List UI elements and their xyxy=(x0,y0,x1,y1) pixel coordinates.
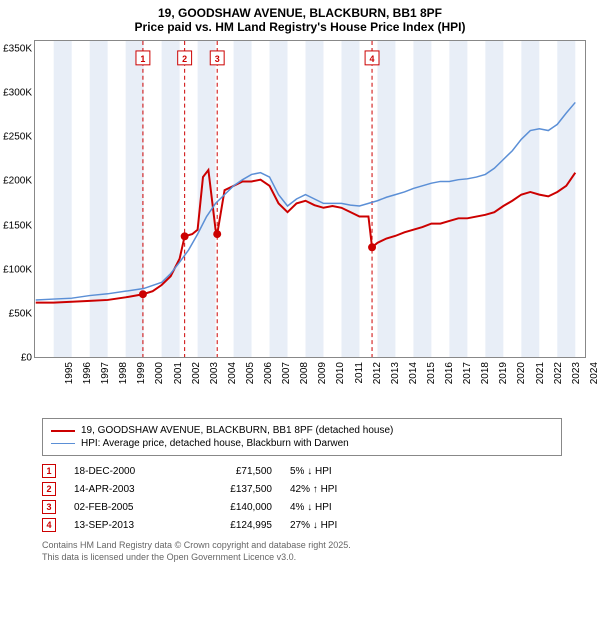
x-tick-label: 2024 xyxy=(589,362,600,394)
y-tick-label: £0 xyxy=(0,353,32,364)
legend: 19, GOODSHAW AVENUE, BLACKBURN, BB1 8PF … xyxy=(42,418,562,456)
y-tick-label: £250K xyxy=(0,132,32,143)
x-tick-label: 1998 xyxy=(118,362,129,394)
title-line-2: Price paid vs. HM Land Registry's House … xyxy=(0,20,600,34)
transaction-marker: 4 xyxy=(42,518,56,532)
transaction-price: £137,500 xyxy=(192,484,272,495)
svg-text:1: 1 xyxy=(140,54,145,64)
transaction-price: £71,500 xyxy=(192,466,272,477)
svg-text:4: 4 xyxy=(370,54,375,64)
legend-swatch xyxy=(51,443,75,444)
x-tick-label: 2015 xyxy=(426,362,437,394)
y-tick-label: £100K xyxy=(0,264,32,275)
transaction-row: 1 18-DEC-2000 £71,500 5% ↓ HPI xyxy=(42,464,600,478)
x-tick-label: 2017 xyxy=(462,362,473,394)
x-tick-label: 2009 xyxy=(317,362,328,394)
x-tick-label: 2012 xyxy=(372,362,383,394)
transaction-date: 14-APR-2003 xyxy=(74,484,174,495)
y-tick-label: £350K xyxy=(0,43,32,54)
x-tick-label: 2016 xyxy=(444,362,455,394)
x-tick-label: 2020 xyxy=(516,362,527,394)
legend-row: HPI: Average price, detached house, Blac… xyxy=(51,438,553,449)
transactions-table: 1 18-DEC-2000 £71,500 5% ↓ HPI 2 14-APR-… xyxy=(42,464,600,532)
transaction-row: 3 02-FEB-2005 £140,000 4% ↓ HPI xyxy=(42,500,600,514)
x-tick-label: 2004 xyxy=(227,362,238,394)
x-tick-label: 2001 xyxy=(173,362,184,394)
transaction-marker: 1 xyxy=(42,464,56,478)
transaction-date: 18-DEC-2000 xyxy=(74,466,174,477)
x-tick-label: 2013 xyxy=(390,362,401,394)
x-tick-label: 1999 xyxy=(136,362,147,394)
footer-line-1: Contains HM Land Registry data © Crown c… xyxy=(42,540,600,552)
x-tick-label: 2014 xyxy=(408,362,419,394)
legend-swatch xyxy=(51,430,75,432)
x-tick-label: 2019 xyxy=(498,362,509,394)
chart-plot: 1 2 3 4 xyxy=(34,40,586,358)
x-tick-label: 2023 xyxy=(571,362,582,394)
x-tick-label: 2021 xyxy=(535,362,546,394)
transaction-price: £124,995 xyxy=(192,520,272,531)
y-tick-label: £200K xyxy=(0,176,32,187)
transaction-delta: 27% ↓ HPI xyxy=(290,520,370,531)
transaction-date: 02-FEB-2005 xyxy=(74,502,174,513)
footer-line-2: This data is licensed under the Open Gov… xyxy=(42,552,600,564)
y-tick-label: £50K xyxy=(0,308,32,319)
svg-text:2: 2 xyxy=(182,54,187,64)
footer-attribution: Contains HM Land Registry data © Crown c… xyxy=(42,540,600,563)
x-tick-label: 2022 xyxy=(553,362,564,394)
y-tick-label: £300K xyxy=(0,88,32,99)
transaction-row: 2 14-APR-2003 £137,500 42% ↑ HPI xyxy=(42,482,600,496)
x-tick-label: 2002 xyxy=(191,362,202,394)
x-tick-label: 2005 xyxy=(245,362,256,394)
legend-label: HPI: Average price, detached house, Blac… xyxy=(81,438,349,449)
x-tick-label: 2006 xyxy=(263,362,274,394)
x-tick-label: 2010 xyxy=(335,362,346,394)
transaction-row: 4 13-SEP-2013 £124,995 27% ↓ HPI xyxy=(42,518,600,532)
transaction-date: 13-SEP-2013 xyxy=(74,520,174,531)
y-tick-label: £150K xyxy=(0,220,32,231)
x-tick-label: 2011 xyxy=(354,362,365,394)
x-tick-label: 2018 xyxy=(480,362,491,394)
x-tick-label: 2003 xyxy=(209,362,220,394)
svg-text:3: 3 xyxy=(215,54,220,64)
chart-area: £0£50K£100K£150K£200K£250K£300K£350K 123… xyxy=(34,40,594,400)
title-line-1: 19, GOODSHAW AVENUE, BLACKBURN, BB1 8PF xyxy=(0,6,600,20)
transaction-price: £140,000 xyxy=(192,502,272,513)
legend-row: 19, GOODSHAW AVENUE, BLACKBURN, BB1 8PF … xyxy=(51,425,553,436)
x-tick-label: 1995 xyxy=(64,362,75,394)
x-tick-label: 2007 xyxy=(281,362,292,394)
transaction-marker: 2 xyxy=(42,482,56,496)
transaction-delta: 5% ↓ HPI xyxy=(290,466,370,477)
legend-label: 19, GOODSHAW AVENUE, BLACKBURN, BB1 8PF … xyxy=(81,425,393,436)
x-tick-label: 2008 xyxy=(299,362,310,394)
transaction-delta: 4% ↓ HPI xyxy=(290,502,370,513)
x-tick-label: 1996 xyxy=(82,362,93,394)
transaction-marker: 3 xyxy=(42,500,56,514)
x-tick-label: 2000 xyxy=(154,362,165,394)
chart-title-block: 19, GOODSHAW AVENUE, BLACKBURN, BB1 8PF … xyxy=(0,0,600,36)
transaction-delta: 42% ↑ HPI xyxy=(290,484,370,495)
x-tick-label: 1997 xyxy=(100,362,111,394)
